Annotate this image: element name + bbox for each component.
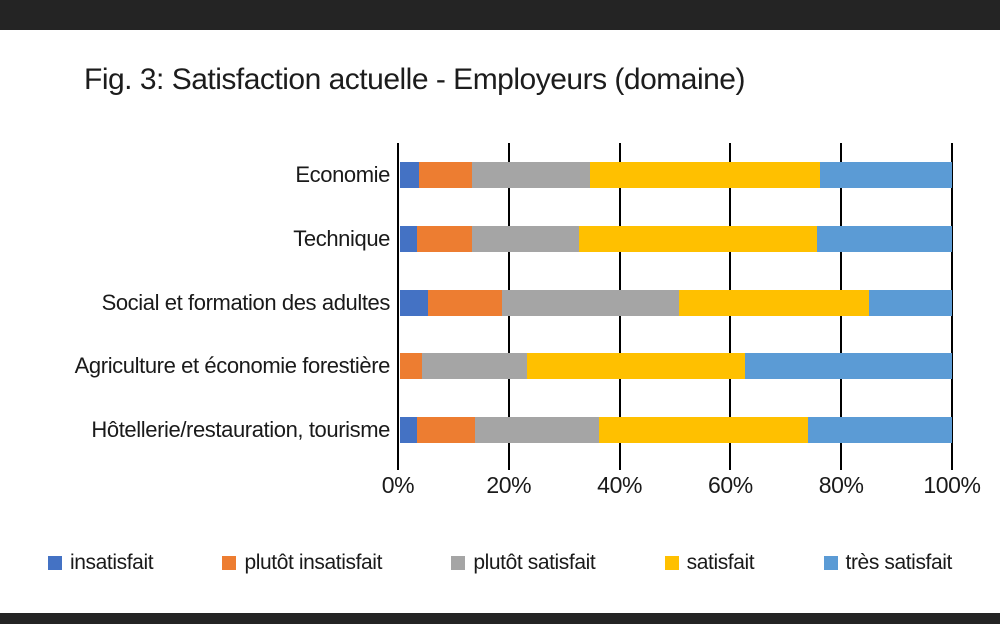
bar-segment — [400, 417, 417, 444]
bottom-black-bar — [0, 613, 1000, 624]
bar-row — [400, 353, 952, 380]
bar-row — [400, 161, 952, 188]
bar-segment — [819, 161, 952, 188]
x-tick-label: 20% — [486, 472, 532, 498]
legend-item: très satisfait — [823, 551, 953, 575]
bar-segment — [579, 225, 817, 252]
bar-segment — [590, 161, 820, 188]
legend-label: insatisfait — [70, 551, 154, 574]
bar-row — [400, 225, 952, 252]
bar-segment — [816, 225, 952, 252]
bar-segment — [474, 417, 599, 444]
bar-row — [400, 289, 952, 316]
chart-title: Fig. 3: Satisfaction actuelle - Employeu… — [84, 63, 745, 96]
bar-segment — [598, 417, 809, 444]
legend-swatch-icon — [823, 556, 838, 570]
legend: insatisfait plutôt insatisfait plutôt sati… — [48, 549, 952, 577]
bar-segment — [427, 289, 503, 316]
bar-row — [400, 417, 952, 444]
x-axis: 0% 20% 40% 60% 80% 100% — [382, 472, 981, 502]
plot-area — [397, 143, 953, 470]
x-tick-label: 40% — [597, 472, 643, 498]
legend-swatch-icon — [664, 556, 679, 570]
bar-segment — [422, 353, 527, 380]
legend-swatch-icon — [48, 556, 62, 570]
legend-label: très satisfait — [845, 551, 953, 574]
bar-segment — [526, 353, 745, 380]
bar-segment — [400, 161, 420, 188]
x-tick-label: 0% — [381, 472, 415, 498]
legend-label: plutôt insatisfait — [244, 551, 382, 574]
bar-segment — [400, 225, 417, 252]
bar-segment — [400, 289, 428, 316]
bar-segment — [416, 225, 472, 252]
category-label: Technique — [293, 225, 390, 251]
gridline — [397, 143, 399, 470]
category-label: Hôtellerie/restauration, tourisme — [91, 417, 390, 443]
x-tick-label: 60% — [707, 472, 753, 498]
category-label: Agriculture et économie forestière — [74, 353, 391, 379]
bar-segment — [416, 417, 475, 444]
bar-segment — [502, 289, 679, 316]
bar-segment — [808, 417, 952, 444]
legend-item: plutôt insatisfait — [222, 551, 382, 575]
legend-item: satisfait — [664, 551, 755, 575]
bar-segment — [869, 289, 952, 316]
x-tick-label: 100% — [923, 472, 981, 498]
legend-swatch-icon — [222, 556, 237, 570]
x-tick-label: 80% — [818, 472, 864, 498]
top-black-bar — [0, 0, 1000, 30]
legend-item: insatisfait — [48, 551, 154, 575]
category-label: Economie — [295, 161, 390, 187]
bar-segment — [471, 225, 580, 252]
legend-label: plutôt satisfait — [473, 551, 596, 574]
gridline — [951, 143, 953, 470]
category-axis: Economie Technique Social et formation des… — [20, 143, 391, 462]
bar-segment — [419, 161, 472, 188]
legend-label: satisfait — [686, 551, 755, 574]
bar-segment — [744, 353, 952, 380]
bar-segment — [471, 161, 591, 188]
category-label: Social et formation des adultes — [101, 289, 391, 315]
legend-swatch-icon — [451, 556, 466, 570]
legend-item: plutôt satisfait — [451, 551, 596, 575]
bar-segment — [400, 353, 423, 380]
bar-segment — [678, 289, 870, 316]
